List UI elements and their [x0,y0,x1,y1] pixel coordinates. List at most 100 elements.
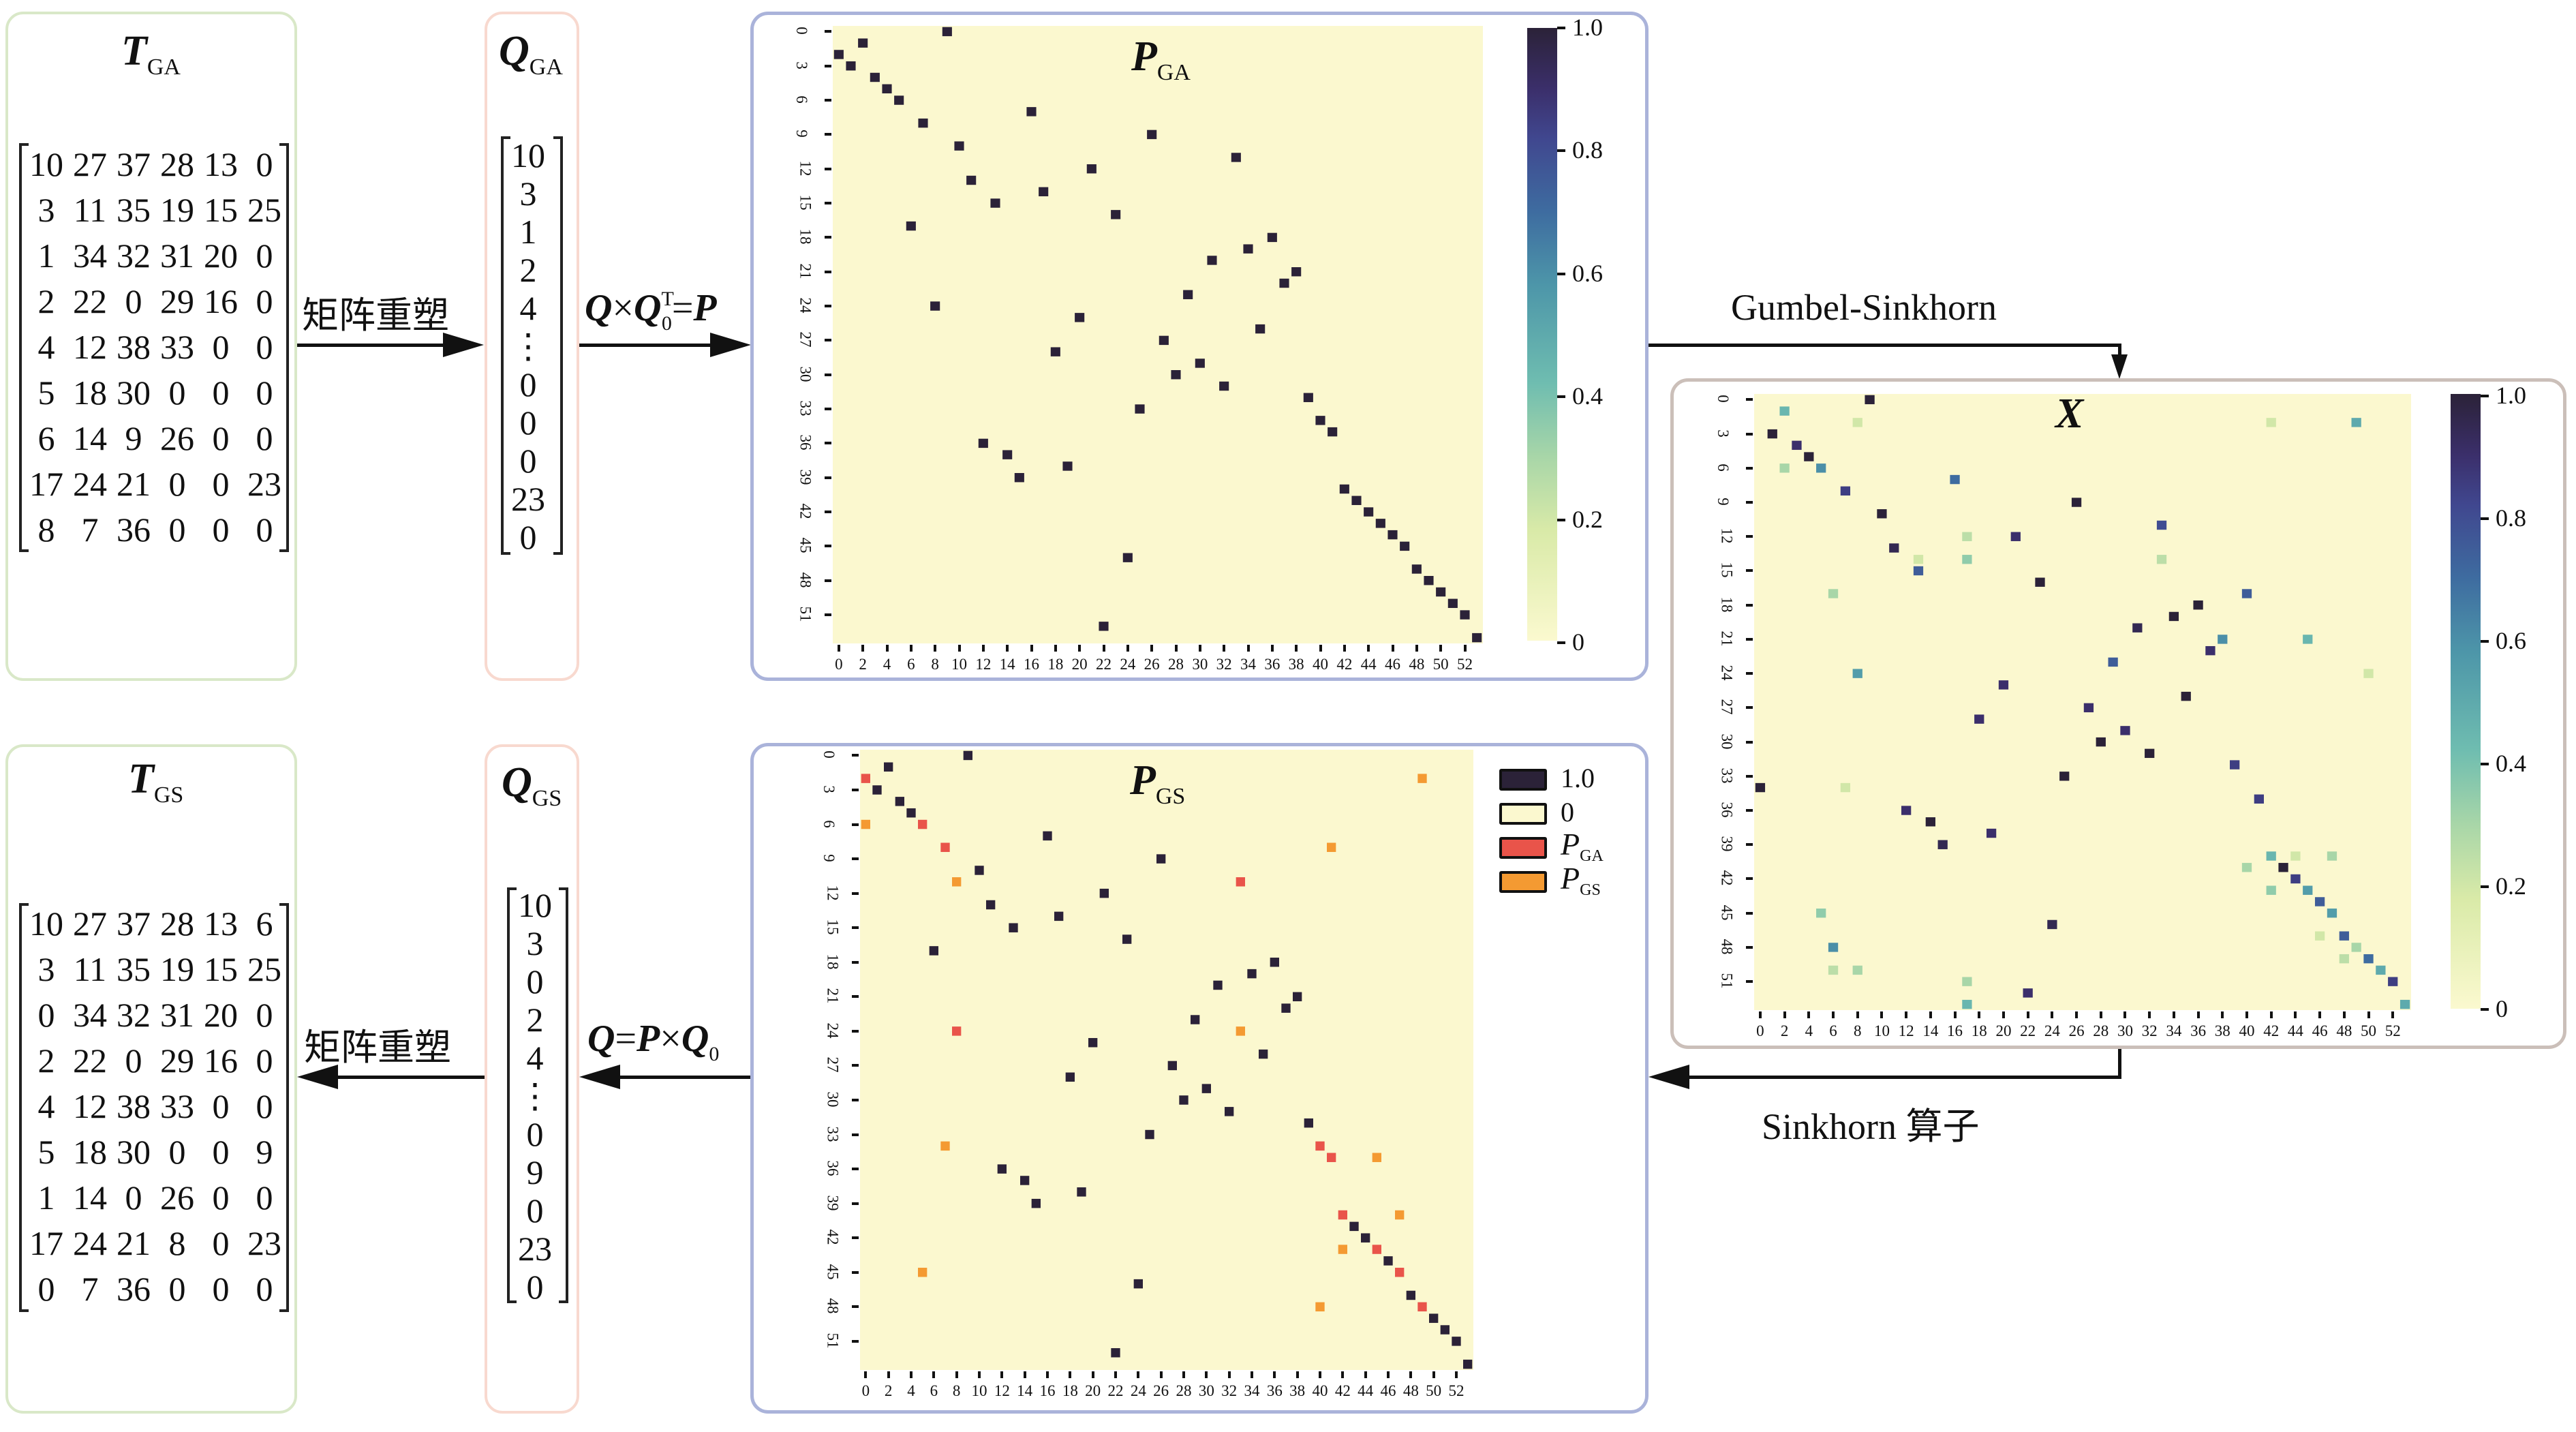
row-tick-mark [1746,980,1753,984]
matrix-cell: 22 [73,282,107,320]
col-tick-mark [1415,645,1418,652]
vector-entry: 10 [511,136,545,174]
matrix-cell: 38 [117,1087,151,1125]
col-tick-label: 24 [1130,1382,1146,1399]
vector-entry: 0 [519,442,537,480]
matrix-cell: 2 [37,1041,55,1080]
heatmap-cell [1852,965,1862,975]
col-tick-label: 2 [1780,1022,1789,1039]
heatmap-cell [929,946,938,956]
heatmap-cell-gs-only [1395,1210,1405,1220]
matrix-cell: 30 [117,1133,151,1171]
col-tick-label: 28 [2093,1022,2109,1039]
heatmap-cell-ga-only [861,774,870,783]
colorbar-tick-label: 0 [2496,995,2508,1022]
col-tick-mark [1295,645,1298,652]
heatmap-cell [2314,897,2325,907]
heatmap-cell [1039,187,1049,196]
row-tick-mark [1746,432,1753,436]
matrix-cell: 6 [256,904,273,943]
heatmap-cell [894,95,904,105]
matrix-cell: 34 [73,237,107,275]
matrix-cell: 0 [212,1270,230,1308]
matrix-cell: 10 [29,904,63,943]
heatmap-cell [906,808,916,818]
col-tick-label: 34 [1240,656,1256,673]
reshape-arrow-top-head [443,333,484,357]
heatmap-cell [1086,164,1097,174]
eq2-equals: = [615,1018,637,1060]
colorbar-tick-label: 0.4 [2496,750,2526,777]
heatmap-cell-gs-only [1417,774,1427,783]
col-tick-mark [1150,645,1154,652]
row-tick-mark [1746,877,1753,881]
heatmap-cell [1201,1084,1211,1093]
row-tick-label: 51 [824,1332,842,1349]
matrix-cell: 19 [160,191,194,229]
col-tick-mark [1000,1371,1004,1378]
eq-sub-0: 0 [661,312,672,335]
row-tick-mark [825,613,831,617]
matrix-cell: 0 [212,328,230,366]
row-tick-mark [852,1133,859,1136]
row-tick-mark [1746,569,1753,573]
q-gs-title: QGS [502,759,562,812]
col-tick-mark [1126,645,1129,652]
col-tick-mark [2269,1011,2273,1018]
row-tick-label: 18 [824,954,842,970]
row-tick-label: 33 [1718,767,1736,784]
row-tick-mark [825,442,831,445]
heatmap-cell [1111,1347,1120,1358]
colorbar-tick-mark [2481,763,2489,765]
col-tick-mark [861,645,865,652]
heatmap-cell-gs-only [918,1268,927,1277]
vector-entry: 4 [519,289,537,327]
matrix-cell: 31 [160,996,194,1034]
heatmap-cell [1463,1359,1473,1369]
col-tick-mark [2318,1011,2322,1018]
heatmap-cell [2132,623,2143,633]
matrix-cell: 15 [204,950,238,988]
col-tick-label: 10 [1873,1022,1890,1039]
eq2-q0: Q [681,1018,709,1060]
col-tick-label: 46 [2312,1022,2328,1039]
heatmap-cell [1877,509,1887,519]
p-gs-heatmap [860,750,1473,1370]
heatmap-cell [2218,635,2228,644]
heatmap-cell-gs-only [861,819,870,829]
heatmap-cell [2193,600,2203,610]
heatmap-cell [966,175,977,185]
gumbel-arrow-h [1649,344,2121,347]
row-tick-label: 33 [797,400,814,416]
qq-arrow [579,344,716,347]
heatmap-cell [1122,553,1133,562]
heatmap-cell [1315,416,1325,425]
col-tick-label: 24 [2044,1022,2060,1039]
col-tick-mark [864,1371,868,1378]
row-tick-mark [852,960,859,964]
row-tick-label: 36 [1718,802,1736,818]
row-tick-mark [1746,398,1753,401]
legend-label-pga: PGA [1561,826,1604,866]
row-tick-label: 27 [824,1056,842,1073]
col-tick-label: 40 [1313,656,1328,673]
col-tick-label: 22 [2020,1022,2036,1039]
colorbar-tick-label: 0.2 [1572,505,1603,533]
heatmap-cell [1043,831,1052,841]
col-tick-label: 14 [1922,1022,1939,1039]
heatmap-cell [1460,610,1470,620]
col-tick-label: 18 [1062,1382,1078,1399]
col-tick-label: 38 [1288,656,1304,673]
row-tick-mark [852,1305,859,1309]
row-tick-label: 9 [1714,498,1732,506]
col-tick-mark [1978,1011,1981,1018]
heatmap-cell [1147,130,1157,140]
matrix-cell: 21 [117,1224,151,1262]
col-tick-mark [1929,1011,1932,1018]
row-tick-label: 42 [797,503,814,519]
heatmap-cell [1014,473,1024,483]
qpq-equation: Q=P×Q0 [587,1017,719,1065]
heatmap-cell [1225,1107,1234,1116]
matrix-cell: 36 [117,1270,151,1308]
t-gs-panel [5,744,297,1414]
